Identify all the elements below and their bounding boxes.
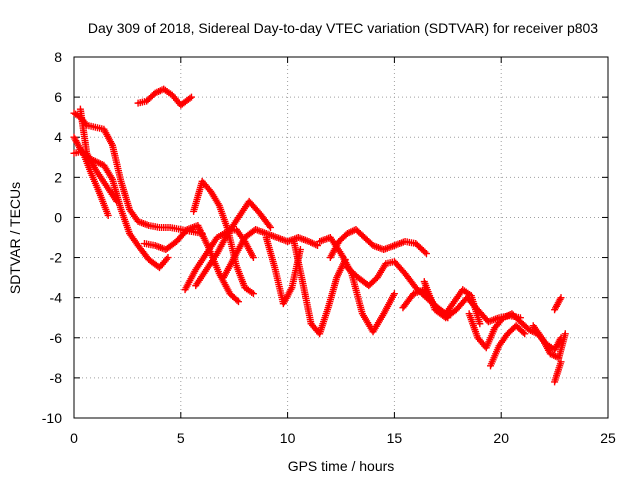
data-marker xyxy=(519,328,527,336)
series-arc9 xyxy=(192,197,275,290)
data-point xyxy=(557,294,565,302)
data-point xyxy=(104,211,112,219)
x-tick-label: 0 xyxy=(70,430,78,446)
data-point xyxy=(267,223,275,231)
data-point xyxy=(249,254,257,262)
data-point xyxy=(164,254,172,262)
plot-frame xyxy=(73,56,609,419)
y-tick-label: 6 xyxy=(54,89,62,105)
y-tick-label: -10 xyxy=(42,410,62,426)
data-point xyxy=(521,330,529,338)
x-tick-label: 10 xyxy=(280,430,296,446)
y-tick-label: -8 xyxy=(50,370,63,386)
series-arc8 xyxy=(181,225,257,294)
data-point xyxy=(557,358,565,366)
series-arc5 xyxy=(76,105,121,205)
y-tick-label: -4 xyxy=(50,290,63,306)
data-marker xyxy=(186,94,194,102)
series-arc22 xyxy=(551,358,565,386)
x-tick-label: 20 xyxy=(493,430,509,446)
x-tick-label: 25 xyxy=(600,430,616,446)
series-arc20 xyxy=(529,322,569,362)
series-arc10 xyxy=(220,225,322,282)
series-arc17 xyxy=(420,278,524,326)
data-point xyxy=(422,250,430,258)
data-point xyxy=(314,242,322,250)
chart-title: Day 309 of 2018, Sidereal Day-to-day VTE… xyxy=(88,20,598,36)
series-arc19 xyxy=(487,322,529,370)
y-tick-label: 4 xyxy=(54,129,62,145)
x-axis-label: GPS time / hours xyxy=(288,458,395,474)
series-arc1 xyxy=(134,85,195,109)
data-marker xyxy=(233,296,241,304)
data-marker xyxy=(265,222,273,230)
data-point xyxy=(249,290,257,298)
y-tick-label: 2 xyxy=(54,169,62,185)
x-tick-labels: 0 5 10 15 20 25 xyxy=(70,430,616,446)
y-tick-label: -2 xyxy=(50,250,63,266)
data-point xyxy=(390,290,398,298)
y-tick-label: 8 xyxy=(54,49,62,65)
y-tick-labels: 8 6 4 2 0 -2 -4 -6 -8 -10 xyxy=(42,49,62,426)
y-tick-label: 0 xyxy=(54,209,62,225)
data-point xyxy=(561,330,569,338)
x-tick-label: 5 xyxy=(177,430,185,446)
data-marker xyxy=(421,248,429,256)
series-arc3 xyxy=(70,133,172,272)
data-point xyxy=(476,320,484,328)
x-tick-label: 15 xyxy=(387,430,403,446)
data-points xyxy=(70,85,569,386)
data-point xyxy=(234,298,242,306)
grid-lines xyxy=(74,57,608,418)
data-point xyxy=(187,93,195,101)
y-tick-label: -6 xyxy=(50,330,63,346)
axis-ticks xyxy=(73,56,609,419)
data-point xyxy=(113,197,121,205)
series-arc21 xyxy=(551,294,565,314)
y-axis-label: SDTVAR / TECUs xyxy=(7,182,23,294)
